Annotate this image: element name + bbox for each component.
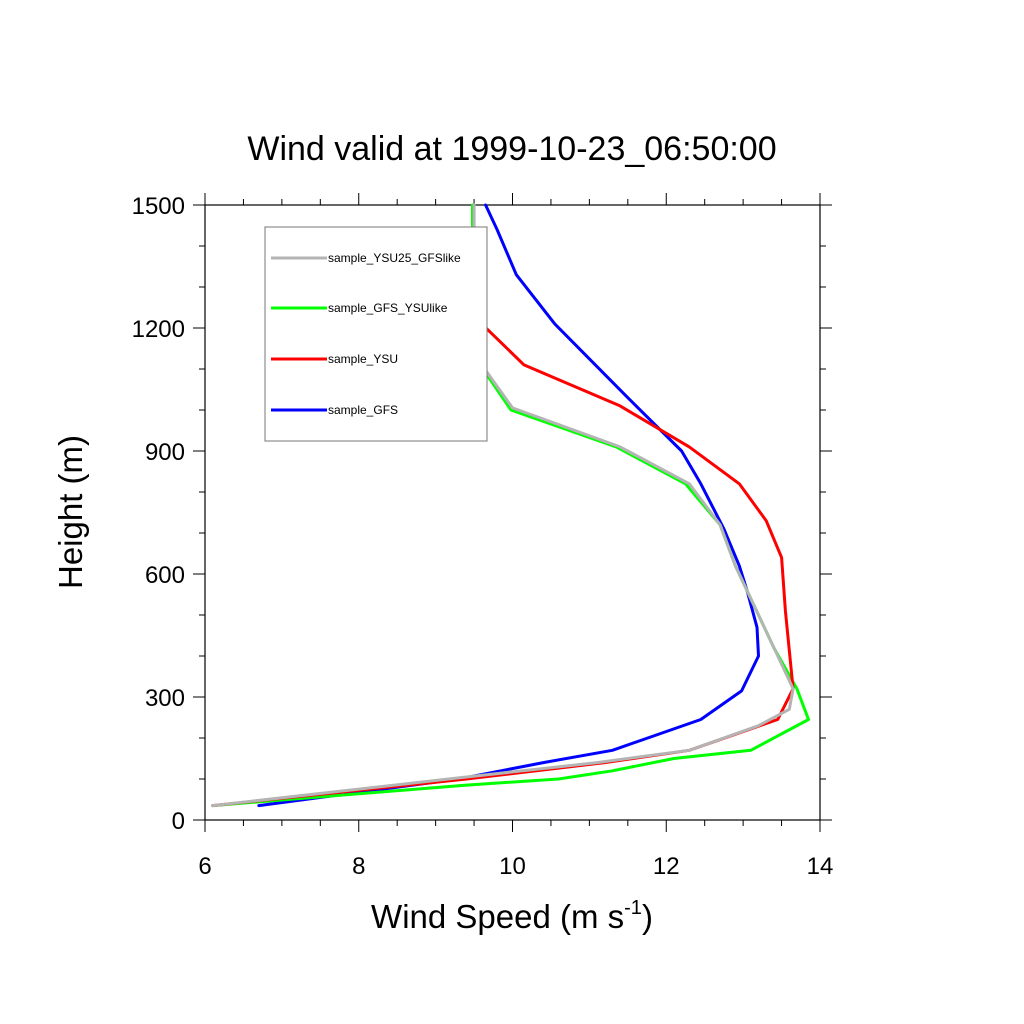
y-tick-label: 1500 — [132, 193, 185, 220]
y-tick-label: 600 — [145, 562, 185, 589]
y-axis-ticks: 0 300 600 900 1200 1500 — [132, 193, 832, 835]
x-axis-label-suffix: ) — [642, 898, 653, 935]
x-axis-label-main: Wind Speed (m s — [371, 898, 624, 935]
x-axis-label: Wind Speed (m s-1) — [371, 897, 653, 935]
legend-label: sample_YSU25_GFSlike — [328, 251, 461, 265]
legend-box — [264, 226, 488, 442]
x-tick-label: 10 — [499, 853, 526, 880]
chart-title: Wind valid at 1999-10-23_06:50:00 — [247, 130, 776, 168]
series-line-sample_GFS — [257, 203, 760, 808]
x-tick-label: 6 — [198, 853, 211, 880]
x-tick-label: 12 — [653, 853, 680, 880]
y-tick-label: 0 — [172, 808, 185, 835]
legend: sample_YSU25_GFSlike sample_GFS_YSUlikesa… — [264, 226, 488, 442]
legend-label: sample_GFS — [328, 403, 398, 417]
y-axis-label: Height (m) — [52, 435, 89, 589]
x-axis-ticks: 6 8 10 12 14 — [198, 193, 833, 880]
y-tick-label: 1200 — [132, 316, 185, 343]
y-tick-label: 300 — [145, 685, 185, 712]
legend-label: sample_GFS_YSUlike — [328, 301, 448, 315]
x-tick-label: 8 — [352, 853, 365, 880]
legend-label: sample_YSU — [328, 352, 398, 366]
x-tick-label: 14 — [807, 853, 834, 880]
x-axis-label-superscript: -1 — [624, 897, 642, 919]
y-tick-label: 900 — [145, 439, 185, 466]
